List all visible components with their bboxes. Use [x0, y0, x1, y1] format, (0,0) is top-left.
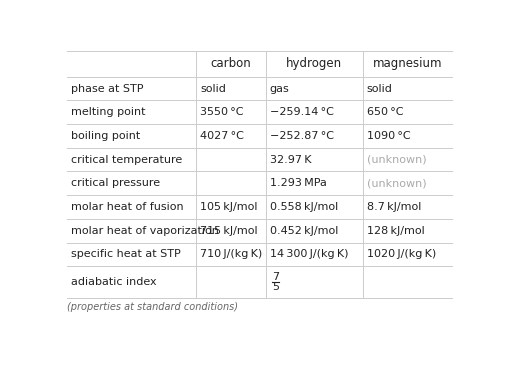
- Text: molar heat of vaporization: molar heat of vaporization: [71, 226, 219, 236]
- Text: specific heat at STP: specific heat at STP: [71, 249, 181, 259]
- Text: hydrogen: hydrogen: [286, 57, 342, 70]
- Text: 105 kJ/mol: 105 kJ/mol: [200, 202, 258, 212]
- Text: 14 300 J/(kg K): 14 300 J/(kg K): [270, 249, 348, 259]
- Text: 710 J/(kg K): 710 J/(kg K): [200, 249, 263, 259]
- Text: 4027 °C: 4027 °C: [200, 131, 244, 141]
- Text: (unknown): (unknown): [367, 154, 426, 165]
- Text: boiling point: boiling point: [71, 131, 140, 141]
- Text: melting point: melting point: [71, 107, 145, 117]
- Text: 715 kJ/mol: 715 kJ/mol: [200, 226, 258, 236]
- Text: 0.452 kJ/mol: 0.452 kJ/mol: [270, 226, 338, 236]
- Text: (properties at standard conditions): (properties at standard conditions): [67, 302, 238, 312]
- Text: 5: 5: [272, 282, 279, 292]
- Text: adiabatic index: adiabatic index: [71, 277, 157, 287]
- Text: molar heat of fusion: molar heat of fusion: [71, 202, 184, 212]
- Text: (unknown): (unknown): [367, 178, 426, 188]
- Text: carbon: carbon: [211, 57, 251, 70]
- Text: critical temperature: critical temperature: [71, 154, 182, 165]
- Text: 0.558 kJ/mol: 0.558 kJ/mol: [270, 202, 338, 212]
- Text: magnesium: magnesium: [373, 57, 442, 70]
- Text: 7: 7: [272, 272, 279, 282]
- Text: 3550 °C: 3550 °C: [200, 107, 243, 117]
- Text: 1090 °C: 1090 °C: [367, 131, 411, 141]
- Text: 1020 J/(kg K): 1020 J/(kg K): [367, 249, 436, 259]
- Text: gas: gas: [270, 84, 289, 94]
- Text: solid: solid: [200, 84, 226, 94]
- Text: 32.97 K: 32.97 K: [270, 154, 311, 165]
- Text: −259.14 °C: −259.14 °C: [270, 107, 334, 117]
- Text: phase at STP: phase at STP: [71, 84, 143, 94]
- Text: critical pressure: critical pressure: [71, 178, 160, 188]
- Text: solid: solid: [367, 84, 393, 94]
- Text: 1.293 MPa: 1.293 MPa: [270, 178, 327, 188]
- Text: 650 °C: 650 °C: [367, 107, 403, 117]
- Text: −252.87 °C: −252.87 °C: [270, 131, 334, 141]
- Text: 128 kJ/mol: 128 kJ/mol: [367, 226, 425, 236]
- Text: 8.7 kJ/mol: 8.7 kJ/mol: [367, 202, 421, 212]
